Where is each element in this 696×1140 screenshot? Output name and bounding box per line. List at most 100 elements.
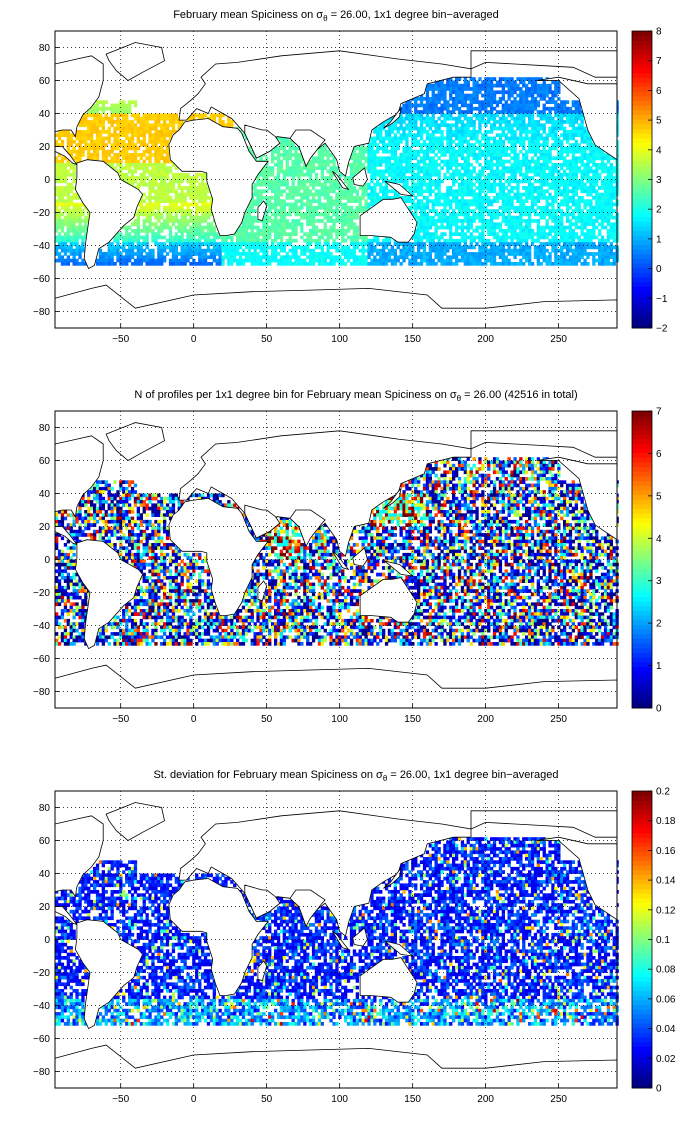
data-cell [119, 110, 123, 114]
data-cell [460, 182, 465, 187]
data-cell [536, 189, 540, 194]
data-cell [525, 159, 529, 164]
data-cell [513, 83, 517, 88]
data-cell [189, 212, 193, 217]
data-cell [583, 212, 587, 217]
data-cell [434, 136, 438, 141]
data-cell [300, 182, 304, 187]
data-cell [209, 212, 213, 217]
data-cell [78, 222, 82, 227]
data-cell [276, 176, 281, 180]
data-cell [98, 100, 103, 104]
data-cell [469, 199, 473, 203]
data-cell [516, 156, 520, 161]
data-cell [472, 238, 476, 243]
data-cell [142, 229, 146, 233]
data-cell [513, 222, 517, 227]
data-cell [402, 159, 406, 164]
data-cell [457, 113, 462, 118]
data-cell [449, 186, 453, 190]
data-cell [136, 146, 140, 151]
data-cell [291, 176, 295, 180]
data-cell [335, 229, 339, 233]
data-cell [349, 172, 354, 177]
data-cell [443, 93, 447, 98]
data-cell [545, 106, 549, 111]
data-cell [405, 136, 409, 141]
data-cell [212, 238, 216, 243]
data-cell [563, 186, 567, 190]
data-cell [195, 222, 199, 227]
data-cell [271, 205, 275, 210]
data-cell [595, 192, 599, 197]
data-cell [583, 176, 587, 180]
data-cell [130, 229, 135, 233]
data-cell [492, 156, 497, 161]
data-cell [282, 143, 286, 147]
data-cell [171, 130, 176, 134]
data-cell [66, 130, 70, 134]
data-cell [317, 238, 322, 243]
data-cell [288, 192, 292, 197]
data-cell [326, 176, 330, 180]
data-cell [589, 215, 593, 220]
data-cell [560, 153, 564, 157]
data-cell [227, 120, 231, 124]
data-cell [303, 182, 307, 187]
data-cell [530, 159, 535, 164]
data-cell [463, 219, 467, 223]
data-cell [405, 100, 409, 104]
data-cell [481, 113, 485, 118]
data-cell [139, 229, 143, 233]
data-cell [487, 110, 491, 114]
data-cell [148, 172, 152, 177]
data-cell [449, 153, 453, 157]
data-cell [323, 212, 327, 217]
data-cell [481, 212, 485, 217]
data-cell [160, 113, 164, 118]
data-cell [560, 238, 564, 243]
data-cell [60, 229, 65, 233]
data-cell [542, 229, 546, 233]
data-cell [332, 189, 336, 194]
data-cell [136, 186, 140, 190]
data-cell [60, 143, 65, 147]
data-cell [306, 196, 310, 200]
data-cell [247, 232, 251, 236]
data-cell [446, 110, 450, 114]
data-cell [574, 149, 578, 154]
data-cell [294, 232, 298, 236]
data-cell [510, 133, 514, 137]
data-cell [580, 179, 584, 184]
data-cell [165, 212, 170, 217]
data-cell [306, 169, 310, 174]
data-cell [592, 219, 596, 223]
data-cell [536, 139, 540, 144]
data-cell [539, 90, 543, 95]
data-cell [195, 225, 199, 230]
data-cell [128, 139, 132, 144]
data-cell [528, 77, 532, 81]
data-cell [63, 215, 68, 220]
data-cell [487, 222, 491, 227]
data-cell [113, 113, 117, 118]
data-cell [279, 163, 284, 167]
data-cell [55, 166, 59, 170]
data-cell [244, 219, 249, 223]
data-cell [446, 113, 450, 118]
data-cell [554, 90, 558, 95]
data-cell [428, 120, 432, 124]
data-cell [352, 146, 357, 151]
data-cell [344, 212, 348, 217]
data-cell [122, 106, 126, 111]
data-cell [484, 100, 488, 104]
data-cell [440, 97, 444, 101]
data-cell [536, 232, 540, 236]
data-cell [417, 202, 421, 207]
data-cell [449, 222, 453, 227]
data-cell [425, 202, 430, 207]
data-cell [110, 103, 114, 108]
data-cell [282, 212, 286, 217]
data-cell [571, 123, 575, 128]
data-cell [595, 176, 599, 180]
